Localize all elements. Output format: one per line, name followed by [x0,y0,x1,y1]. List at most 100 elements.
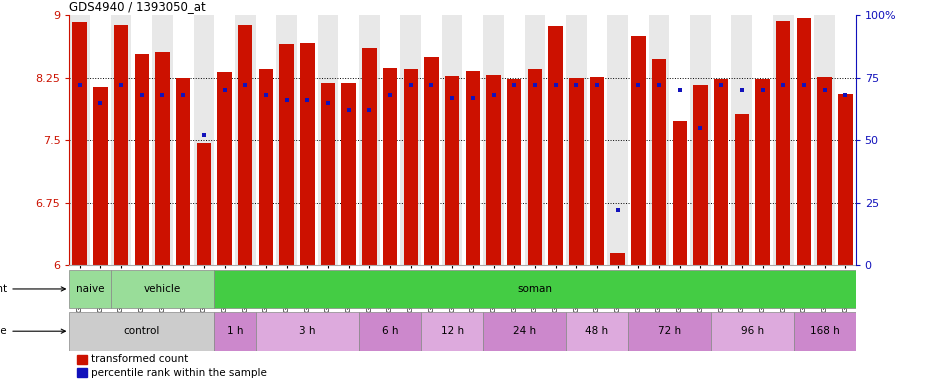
Bar [93,87,107,265]
Bar [835,15,856,265]
Bar [628,15,648,265]
Bar [111,15,131,265]
Bar [152,15,173,265]
Bar [193,15,215,265]
Bar [610,253,625,265]
Bar [796,18,811,265]
Bar [566,15,586,265]
Bar [277,15,297,265]
Bar [69,15,90,265]
Text: 96 h: 96 h [741,326,764,336]
Bar [672,121,687,265]
Bar [648,15,670,265]
Bar [359,15,380,265]
Bar [652,59,666,265]
Bar [545,15,566,265]
Text: 6 h: 6 h [382,326,399,336]
Text: 48 h: 48 h [586,326,609,336]
Bar [114,25,129,265]
Text: GDS4940 / 1393050_at: GDS4940 / 1393050_at [69,0,206,13]
Bar [380,15,401,265]
Bar [838,94,853,265]
Bar [794,312,856,351]
Bar [527,69,542,265]
Bar [297,15,317,265]
Bar [425,57,438,265]
Bar [173,15,193,265]
Bar [255,312,359,351]
Bar [590,77,604,265]
Bar [445,76,460,265]
Bar [670,15,690,265]
Text: 168 h: 168 h [809,326,840,336]
Bar [279,44,294,265]
Bar [176,78,191,265]
Bar [631,36,646,265]
Bar [215,312,255,351]
Bar [442,15,462,265]
Bar [524,15,545,265]
Bar [217,72,232,265]
Bar [255,15,277,265]
Bar [465,71,480,265]
Bar [363,48,376,265]
Text: naive: naive [76,284,105,294]
Text: agent: agent [0,284,66,294]
Bar [818,77,832,265]
Text: 12 h: 12 h [440,326,463,336]
Bar [155,52,169,265]
Bar [78,355,88,364]
Bar [628,312,710,351]
Bar [359,312,421,351]
Bar [504,15,524,265]
Bar [321,83,335,265]
Text: vehicle: vehicle [144,284,181,294]
Bar [341,83,356,265]
Bar [401,15,421,265]
Bar [259,69,273,265]
Bar [752,15,773,265]
Bar [732,15,752,265]
Bar [78,368,88,377]
Text: 3 h: 3 h [299,326,315,336]
Bar [773,15,794,265]
Text: 1 h: 1 h [227,326,243,336]
Bar [483,312,566,351]
Bar [487,75,500,265]
Bar [462,15,483,265]
Bar [131,15,152,265]
Bar [776,21,791,265]
Bar [756,79,770,265]
Text: 72 h: 72 h [658,326,681,336]
Bar [693,85,708,265]
Bar [235,15,255,265]
Bar [586,15,608,265]
Bar [569,78,584,265]
Bar [238,25,253,265]
Bar [339,15,359,265]
Bar [72,22,87,265]
Bar [421,312,483,351]
Bar [134,54,149,265]
Bar [608,15,628,265]
Bar [90,15,111,265]
Text: time: time [0,326,66,336]
Bar [69,312,215,351]
Bar [549,26,562,265]
Bar [111,270,215,308]
Text: soman: soman [517,284,552,294]
Bar [734,114,749,265]
Bar [566,312,628,351]
Bar [383,68,398,265]
Text: transformed count: transformed count [92,354,189,364]
Bar [215,270,856,308]
Bar [197,143,211,265]
Bar [421,15,442,265]
Bar [507,79,522,265]
Text: percentile rank within the sample: percentile rank within the sample [92,367,267,378]
Bar [710,15,732,265]
Bar [710,312,794,351]
Bar [714,79,728,265]
Bar [483,15,504,265]
Bar [215,15,235,265]
